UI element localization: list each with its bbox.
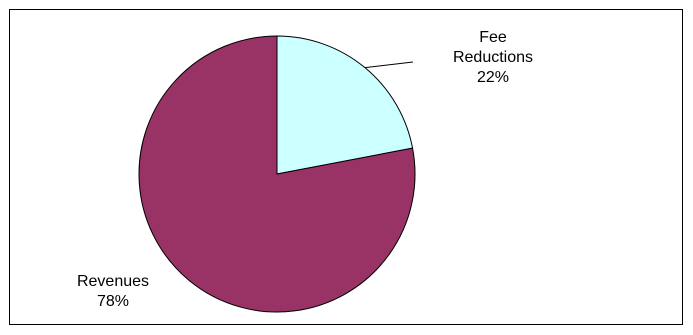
slice-percent: 78% (97, 293, 129, 310)
leader-line (364, 61, 414, 69)
pie-slices (138, 35, 416, 313)
slice-name: Revenues (77, 273, 149, 290)
slice-name: Fee (479, 29, 507, 46)
pie-labels: Fee Reductions 22% Revenues 78% (77, 29, 533, 310)
slice-name: Reductions (453, 49, 533, 66)
slice-label-fee-reductions: Fee Reductions 22% (453, 29, 533, 86)
pie-chart: Fee Reductions 22% Revenues 78% (77, 29, 533, 313)
chart-area: Fee Reductions 22% Revenues 78% (9, 9, 683, 325)
slice-percent: 22% (477, 69, 509, 86)
slice-label-revenues: Revenues 78% (77, 273, 149, 310)
pie-slice-revenues (138, 35, 416, 313)
